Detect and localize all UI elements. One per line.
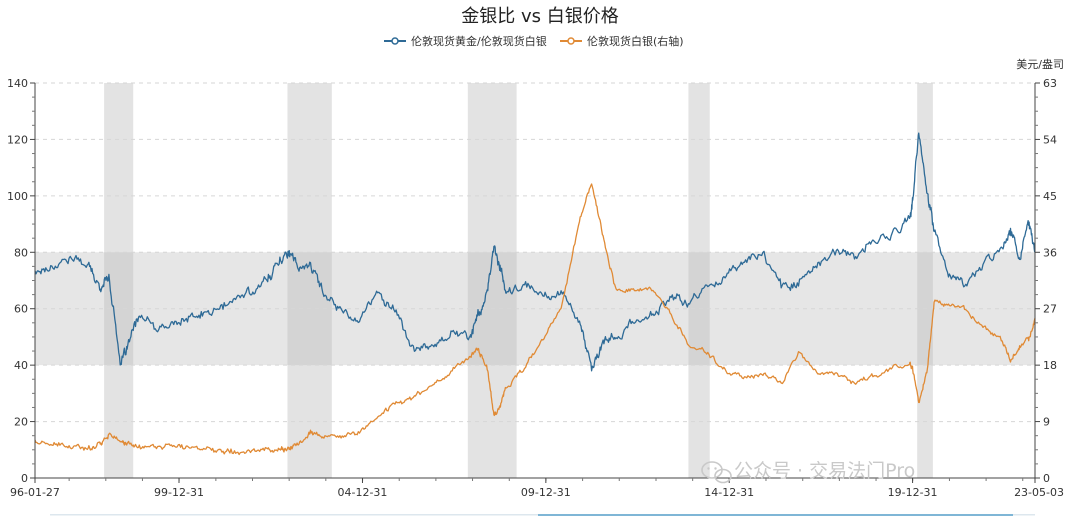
gridlines <box>35 82 1035 423</box>
legend-item-silver[interactable]: 伦敦现货白银(右轴) <box>560 34 684 48</box>
legend-marker-ratio <box>391 37 399 45</box>
series-line-gold-silver-ratio[interactable] <box>34 132 1036 372</box>
x-axis-tick-label: 23-05-03 <box>1014 486 1064 499</box>
left-axis-tick-label: 0 <box>21 472 28 485</box>
right-axis-tick-label: 27 <box>1043 303 1057 316</box>
left-axis-tick-label: 100 <box>7 190 28 203</box>
series-line-silver-price[interactable] <box>34 183 1036 456</box>
wechat-icon <box>701 461 732 484</box>
right-axis-tick-label: 18 <box>1043 359 1057 372</box>
left-axis-tick-label: 60 <box>14 303 28 316</box>
x-axis-tick-label: 04-12-31 <box>338 486 388 499</box>
legend-item-ratio[interactable]: 伦敦现货黄金/伦敦现货白银 <box>384 34 547 48</box>
scrollbar-thumb[interactable] <box>538 514 1013 516</box>
right-axis-unit: 美元/盎司 <box>1016 57 1064 71</box>
x-axis-tick-label: 99-12-31 <box>154 486 204 499</box>
right-axis-tick-label: 9 <box>1043 416 1050 429</box>
legend-label-ratio: 伦敦现货黄金/伦敦现货白银 <box>411 34 547 48</box>
legend-marker-silver <box>567 37 575 45</box>
shaded-period-4 <box>688 83 710 478</box>
left-axis-tick-label: 20 <box>14 416 28 429</box>
plot-background-layer <box>35 83 1035 478</box>
right-axis-tick-label: 63 <box>1043 77 1057 90</box>
left-axis-tick-label: 80 <box>14 246 28 259</box>
x-axis-tick-label: 14-12-31 <box>704 486 754 499</box>
left-axis-tick-label: 140 <box>7 77 28 90</box>
watermark: 公众号 · 交易法门Pro <box>701 460 915 484</box>
series-layer <box>34 132 1036 456</box>
chart-title: 金银比 vs 白银价格 <box>461 6 618 27</box>
watermark-text: 公众号 · 交易法门Pro <box>734 460 915 482</box>
axes: 0 20 40 60 80 100 120 140 0 9 18 27 36 45 54 63 96-01-27… <box>7 77 1064 499</box>
right-axis-tick-label: 36 <box>1043 246 1057 259</box>
legend: 伦敦现货黄金/伦敦现货白银 伦敦现货白银(右轴) <box>384 34 684 48</box>
right-axis-tick-label: 45 <box>1043 190 1057 203</box>
left-axis-tick-label: 120 <box>7 133 28 146</box>
shaded-period-3 <box>467 83 517 478</box>
x-axis-tick-label: 96-01-27 <box>10 486 60 499</box>
x-axis-tick-label: 19-12-31 <box>888 486 938 499</box>
legend-label-silver: 伦敦现货白银(右轴) <box>587 34 684 48</box>
shaded-period-2 <box>287 83 332 478</box>
x-axis-tick-label: 09-12-31 <box>521 486 571 499</box>
shaded-period-5 <box>917 83 933 478</box>
right-axis-tick-label: 54 <box>1043 133 1057 146</box>
right-axis-tick-label: 0 <box>1043 472 1050 485</box>
left-axis-tick-label: 40 <box>14 359 28 372</box>
